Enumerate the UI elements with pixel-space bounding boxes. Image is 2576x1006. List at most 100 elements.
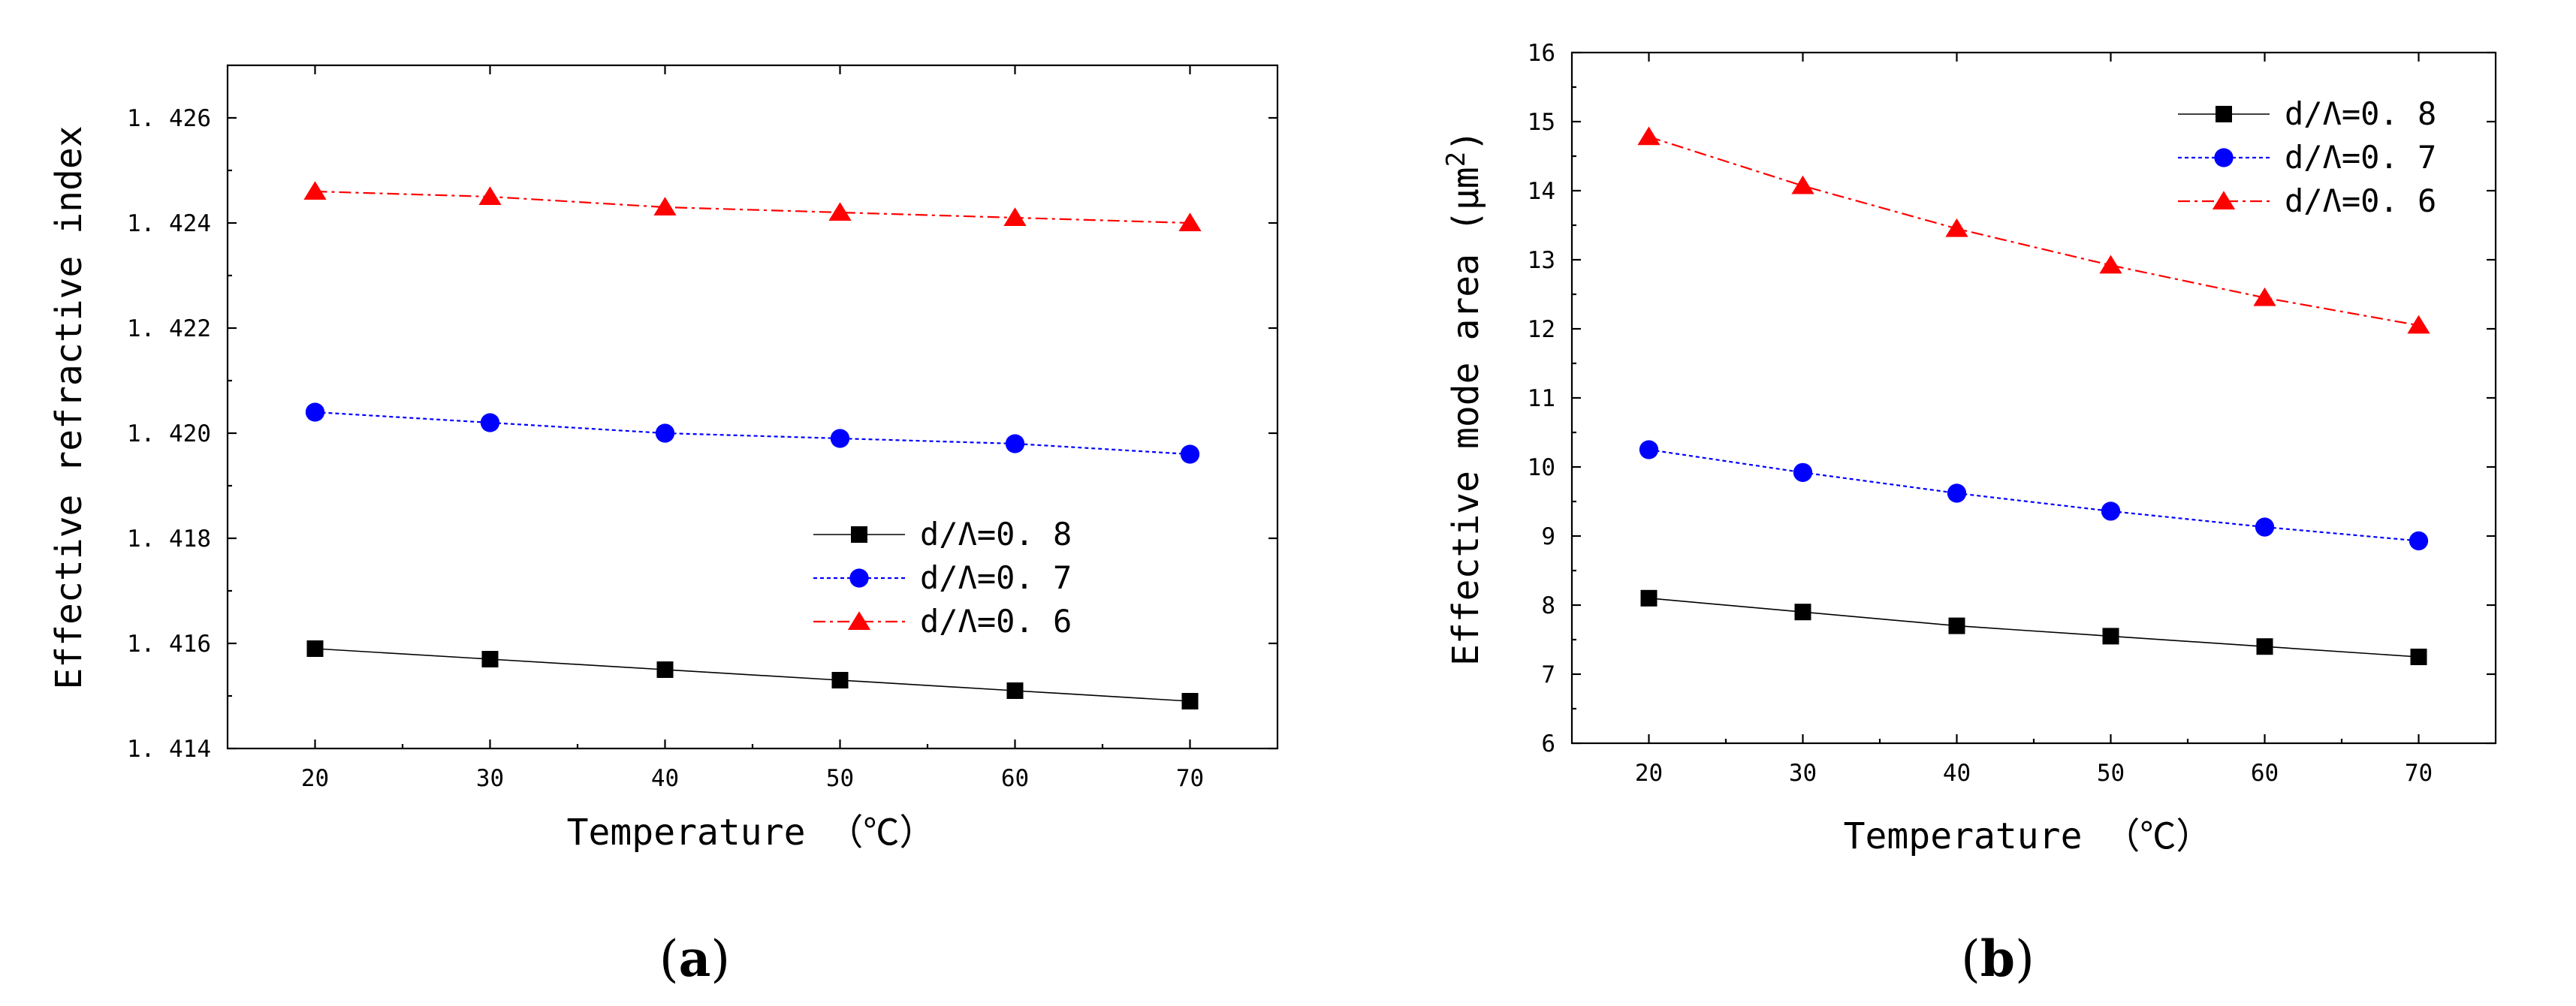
data-point-b-0 — [1794, 604, 1811, 621]
y-axis-label-b-sup: 2 — [1441, 152, 1471, 167]
data-point-b-1 — [2409, 531, 2429, 551]
y-tick-label-a: 1. 424 — [127, 210, 211, 237]
data-point-b-1 — [2101, 501, 2121, 521]
x-tick-label-b: 60 — [2251, 760, 2279, 787]
caption-a-letter: a — [679, 929, 711, 988]
legend-marker-a-2 — [847, 611, 871, 630]
data-point-a-2 — [478, 186, 502, 205]
chart-panel-b: 20 30 40 50 60 70 6 7 8 9 10 11 12 13 14 15 16 Temperatu… — [1441, 40, 2497, 857]
data-point-b-1 — [1947, 483, 1967, 503]
data-point-b-2 — [2099, 255, 2122, 274]
x-tick-label-a: 60 — [1001, 765, 1029, 792]
legend-label-b-1: d/Λ=0. 7 — [2285, 139, 2436, 176]
data-point-a-1 — [1005, 434, 1025, 453]
legend-label-b-0: d/Λ=0. 8 — [2285, 95, 2436, 132]
y-tick-label-a: 1. 420 — [127, 420, 211, 447]
data-point-a-2 — [303, 181, 327, 200]
x-tick-label-a: 40 — [651, 765, 679, 792]
y-tick-label-b: 9 — [1541, 523, 1555, 550]
data-point-b-1 — [1639, 440, 1659, 459]
legend-label-a-0: d/Λ=0. 8 — [920, 516, 1072, 553]
caption-b: (b) — [1961, 929, 2035, 988]
legend-label-a-2: d/Λ=0. 6 — [920, 603, 1072, 640]
caption-a-open: ( — [659, 930, 679, 988]
legend-label-a-1: d/Λ=0. 7 — [920, 559, 1072, 596]
x-tick-label-b: 20 — [1635, 760, 1663, 787]
x-axis-label-a: Temperature （℃） — [567, 812, 936, 854]
caption-a: (a) — [659, 929, 730, 988]
data-point-a-1 — [305, 402, 325, 422]
data-point-a-0 — [306, 640, 324, 657]
data-point-a-1 — [480, 413, 500, 432]
y-tick-label-a: 1. 422 — [127, 315, 211, 342]
data-point-a-0 — [831, 672, 849, 688]
legend-marker-a-1 — [849, 568, 869, 588]
data-point-b-0 — [2410, 649, 2427, 665]
y-tick-label-b: 11 — [1528, 385, 1555, 412]
y-tick-label-a: 1. 426 — [127, 105, 211, 132]
chart-panel-a: 20 30 40 50 60 70 1. 414 1. 416 1. 418 1. 420 1. 4… — [48, 64, 1279, 854]
x-tick-label-a: 20 — [301, 765, 329, 792]
caption-b-close: ) — [2015, 930, 2035, 988]
y-tick-label-b: 8 — [1541, 592, 1555, 619]
data-point-a-0 — [481, 651, 499, 667]
data-point-a-1 — [1180, 444, 1200, 464]
data-point-a-1 — [830, 429, 850, 448]
data-point-b-0 — [2256, 638, 2273, 655]
data-point-a-2 — [653, 197, 677, 215]
x-axis-label-b: Temperature （℃） — [1844, 815, 2213, 857]
series-line-a-0 — [315, 648, 1190, 702]
series-layer-a — [303, 181, 1202, 709]
plot-frame-a — [226, 64, 1279, 750]
y-tick-label-b: 14 — [1528, 178, 1555, 205]
legend-marker-a-0 — [851, 526, 867, 543]
tick-layer-b: 20 30 40 50 60 70 6 7 8 9 10 11 12 13 14 15 16 — [1528, 40, 2496, 787]
data-point-b-1 — [1793, 462, 1813, 483]
caption-b-letter: b — [1980, 929, 2015, 988]
data-point-a-0 — [1006, 682, 1024, 699]
data-point-a-2 — [1003, 207, 1027, 226]
data-point-b-0 — [1948, 617, 1965, 634]
data-point-b-2 — [1945, 218, 1968, 237]
caption-a-close: ) — [710, 930, 730, 988]
data-point-b-2 — [2253, 287, 2276, 306]
legend-marker-b-1 — [2214, 148, 2234, 167]
series-layer-b — [1637, 126, 2430, 665]
data-point-a-0 — [1181, 693, 1199, 709]
x-tick-label-b: 70 — [2405, 760, 2433, 787]
series-line-a-1 — [315, 411, 1190, 456]
series-line-a-2 — [315, 190, 1190, 224]
data-point-b-2 — [2407, 315, 2430, 334]
y-tick-label-a: 1. 418 — [127, 526, 211, 553]
legend-label-b-2: d/Λ=0. 6 — [2285, 182, 2436, 219]
y-axis-label-b-close: ) — [1445, 130, 1487, 152]
data-point-a-2 — [1178, 212, 1202, 231]
legend-b: d/Λ=0. 8 d/Λ=0. 7 d/Λ=0. 6 — [2178, 95, 2436, 219]
y-tick-label-b: 7 — [1541, 661, 1555, 688]
y-tick-label-a: 1. 414 — [127, 736, 211, 763]
x-tick-label-b: 40 — [1943, 760, 1971, 787]
y-tick-label-b: 6 — [1541, 730, 1555, 758]
tick-layer-a: 20 30 40 50 60 70 1. 414 1. 416 1. 418 1. 420 1. 4… — [127, 65, 1277, 792]
y-tick-label-b: 12 — [1528, 316, 1555, 343]
legend-marker-b-2 — [2212, 191, 2236, 209]
x-tick-label-a: 70 — [1176, 765, 1204, 792]
y-axis-label-b: Effective mode area (μm2) — [1441, 130, 1487, 666]
y-tick-label-b: 16 — [1528, 40, 1555, 67]
data-point-b-0 — [1640, 589, 1658, 607]
data-point-b-0 — [2102, 628, 2119, 645]
x-tick-label-b: 30 — [1789, 760, 1817, 787]
legend-marker-b-0 — [2216, 106, 2232, 122]
y-tick-label-b: 13 — [1528, 247, 1555, 274]
data-point-a-2 — [828, 202, 852, 221]
x-tick-label-b: 50 — [2097, 760, 2125, 787]
y-tick-label-b: 15 — [1528, 109, 1555, 136]
y-axis-label-b-main: Effective mode area (μm — [1445, 167, 1487, 666]
data-point-a-0 — [656, 661, 674, 678]
x-tick-label-a: 50 — [826, 765, 854, 792]
caption-b-open: ( — [1961, 930, 1980, 988]
series-line-b-1 — [1648, 448, 2419, 542]
y-tick-label-a: 1. 416 — [127, 631, 211, 658]
data-point-b-2 — [1791, 175, 1814, 194]
